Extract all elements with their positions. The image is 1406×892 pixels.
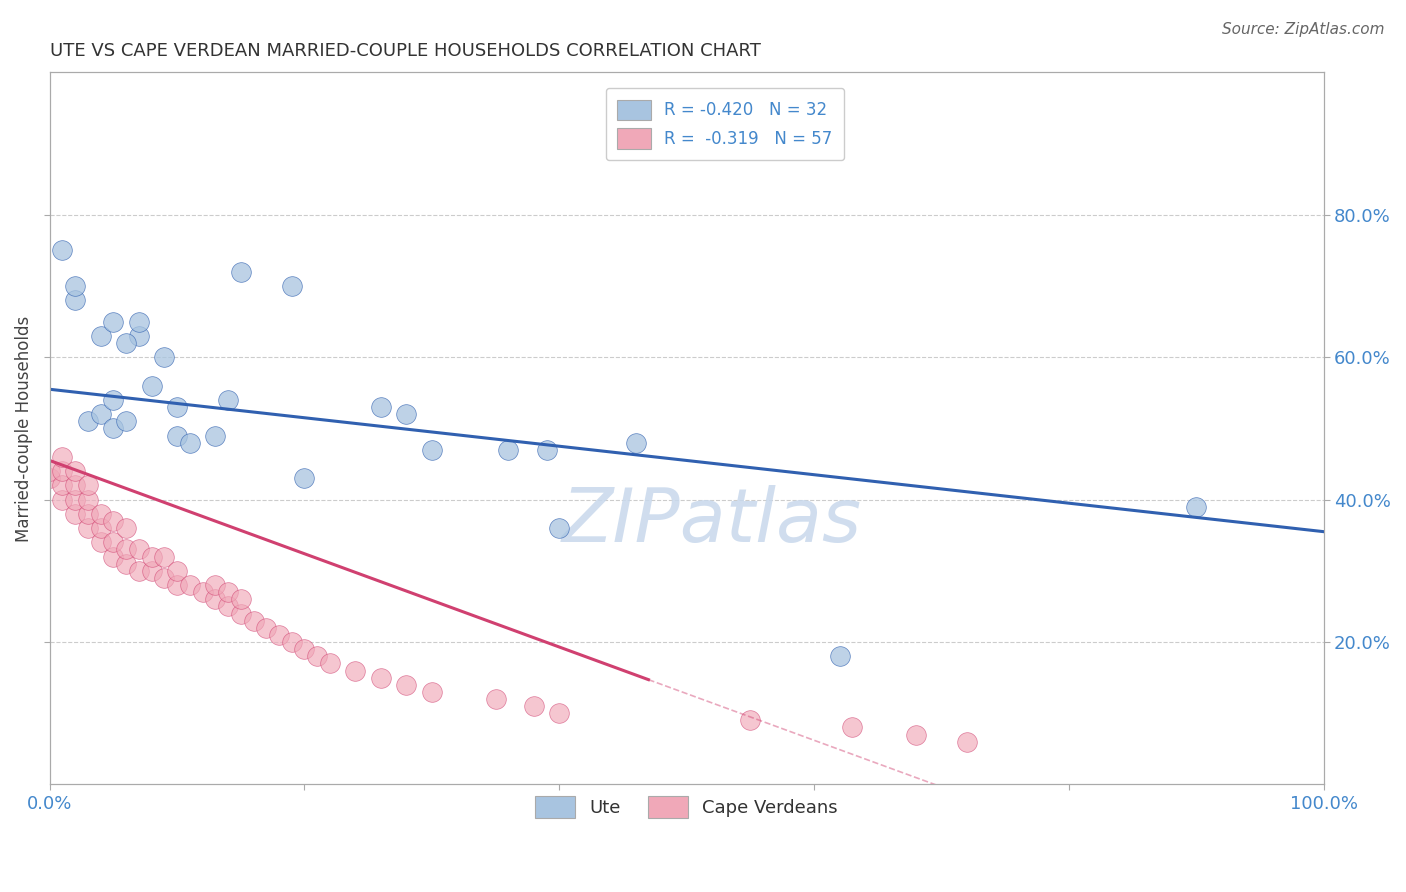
Point	[1185, 500, 1208, 514]
Point	[115, 542, 138, 557]
Point	[77, 478, 100, 492]
Point	[103, 315, 125, 329]
Point	[217, 585, 239, 599]
Point	[103, 514, 125, 528]
Point	[115, 414, 138, 428]
Text: UTE VS CAPE VERDEAN MARRIED-COUPLE HOUSEHOLDS CORRELATION CHART: UTE VS CAPE VERDEAN MARRIED-COUPLE HOUSE…	[49, 42, 761, 60]
Point	[166, 578, 188, 592]
Point	[294, 471, 316, 485]
Point	[153, 571, 176, 585]
Point	[51, 450, 73, 464]
Point	[115, 336, 138, 351]
Point	[63, 507, 86, 521]
Point	[204, 578, 226, 592]
Point	[498, 442, 520, 457]
Point	[51, 464, 73, 478]
Point	[153, 350, 176, 364]
Point	[536, 442, 558, 457]
Point	[294, 642, 316, 657]
Legend: Ute, Cape Verdeans: Ute, Cape Verdeans	[529, 789, 845, 825]
Point	[395, 678, 418, 692]
Point	[38, 464, 60, 478]
Point	[740, 714, 762, 728]
Point	[370, 671, 392, 685]
Point	[395, 407, 418, 421]
Point	[370, 400, 392, 414]
Point	[229, 592, 252, 607]
Point	[420, 442, 443, 457]
Point	[77, 507, 100, 521]
Point	[905, 728, 928, 742]
Point	[307, 649, 329, 664]
Point	[841, 721, 863, 735]
Point	[103, 549, 125, 564]
Point	[242, 614, 264, 628]
Point	[179, 578, 201, 592]
Y-axis label: Married-couple Households: Married-couple Households	[15, 315, 32, 541]
Point	[523, 699, 546, 714]
Point	[179, 435, 201, 450]
Point	[548, 521, 571, 535]
Point	[141, 564, 163, 578]
Point	[204, 592, 226, 607]
Text: ZIPatlas: ZIPatlas	[562, 485, 862, 557]
Point	[90, 407, 112, 421]
Point	[280, 279, 302, 293]
Point	[128, 315, 150, 329]
Point	[38, 471, 60, 485]
Point	[77, 414, 100, 428]
Point	[191, 585, 214, 599]
Point	[828, 649, 851, 664]
Point	[217, 392, 239, 407]
Point	[141, 549, 163, 564]
Point	[217, 599, 239, 614]
Point	[77, 492, 100, 507]
Point	[103, 535, 125, 549]
Point	[90, 507, 112, 521]
Point	[624, 435, 647, 450]
Point	[204, 428, 226, 442]
Point	[267, 628, 290, 642]
Point	[141, 378, 163, 392]
Point	[254, 621, 277, 635]
Point	[128, 329, 150, 343]
Point	[484, 692, 506, 706]
Point	[115, 557, 138, 571]
Point	[63, 464, 86, 478]
Point	[51, 478, 73, 492]
Point	[90, 521, 112, 535]
Point	[344, 664, 367, 678]
Point	[166, 428, 188, 442]
Point	[103, 392, 125, 407]
Point	[90, 535, 112, 549]
Point	[229, 265, 252, 279]
Point	[166, 400, 188, 414]
Point	[128, 542, 150, 557]
Point	[166, 564, 188, 578]
Point	[229, 607, 252, 621]
Point	[63, 478, 86, 492]
Point	[956, 735, 979, 749]
Point	[319, 657, 342, 671]
Text: Source: ZipAtlas.com: Source: ZipAtlas.com	[1222, 22, 1385, 37]
Point	[548, 706, 571, 721]
Point	[51, 492, 73, 507]
Point	[77, 521, 100, 535]
Point	[103, 421, 125, 435]
Point	[90, 329, 112, 343]
Point	[63, 293, 86, 308]
Point	[115, 521, 138, 535]
Point	[63, 492, 86, 507]
Point	[420, 685, 443, 699]
Point	[51, 244, 73, 258]
Point	[63, 279, 86, 293]
Point	[153, 549, 176, 564]
Point	[280, 635, 302, 649]
Point	[128, 564, 150, 578]
